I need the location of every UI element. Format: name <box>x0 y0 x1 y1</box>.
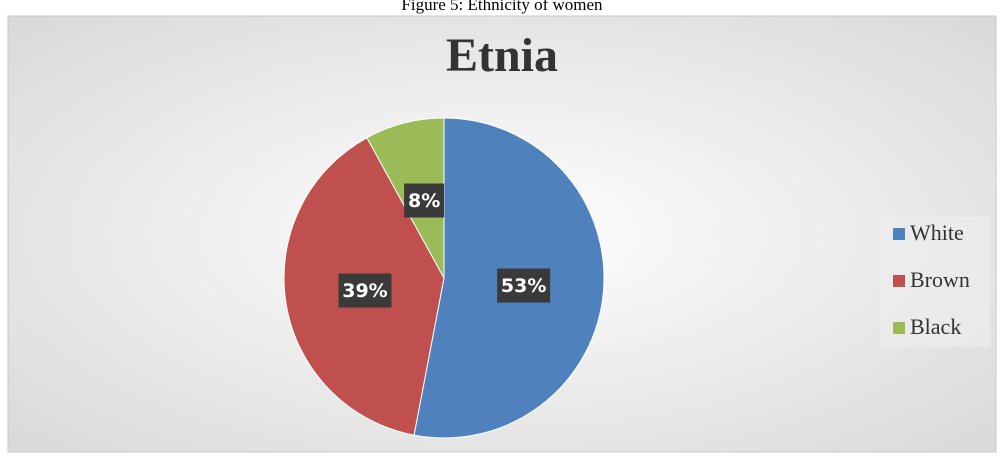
data-label-box <box>338 273 392 308</box>
data-label: 8% <box>408 190 440 212</box>
chart-title: Etnia <box>446 29 558 82</box>
data-label-box <box>404 183 445 218</box>
legend-swatch <box>893 322 905 334</box>
legend-label: White <box>910 220 964 245</box>
caption: Figure 5: Ethnicity of women <box>401 0 603 14</box>
data-label: 53% <box>501 275 546 297</box>
data-label-box <box>497 268 551 303</box>
data-label: 39% <box>342 280 387 302</box>
legend-swatch <box>893 228 905 240</box>
legend-label: Black <box>910 314 961 339</box>
legend-label: Brown <box>910 267 970 292</box>
legend-swatch <box>893 275 905 287</box>
